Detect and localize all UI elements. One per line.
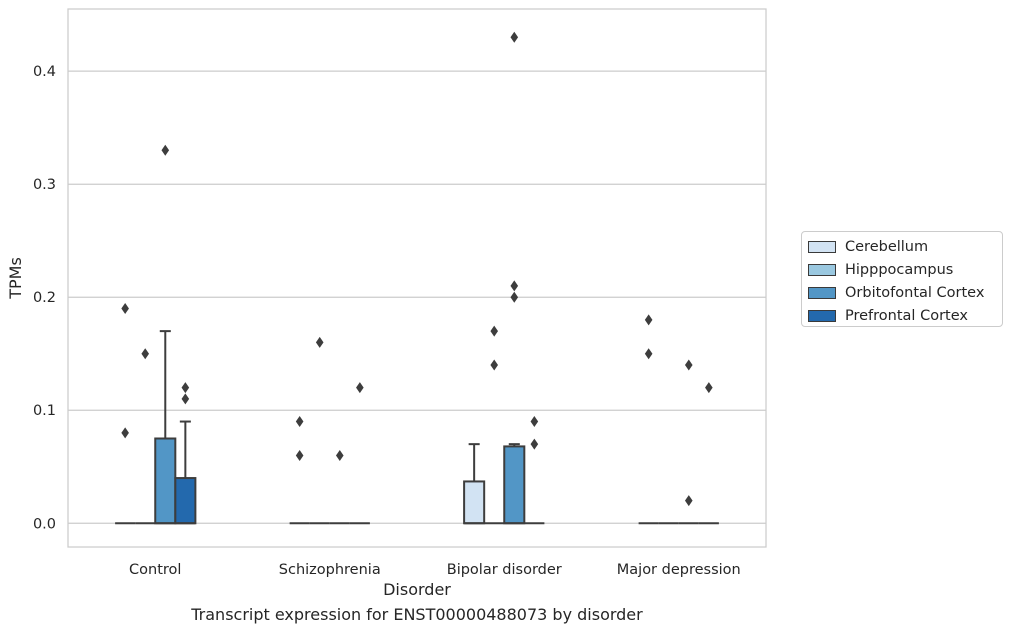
box-orbitofontal-cortex <box>503 31 526 525</box>
box-orbitofontal-cortex <box>329 449 350 525</box>
plot-frame <box>67 8 767 548</box>
y-axis-ticks: 0.0 0.1 0.2 0.3 0.4 <box>33 64 56 532</box>
box-prefrontal-cortex <box>698 382 719 525</box>
legend-item: Prefrontal Cortex <box>808 304 1002 327</box>
outlier-point <box>705 382 713 394</box>
box-plot-series <box>115 31 719 525</box>
y-tick-label: 0.0 <box>33 516 56 532</box>
outlier-point <box>121 303 129 315</box>
box-cerebellum <box>115 303 136 525</box>
box-hipppocampus <box>484 325 505 525</box>
legend-swatch <box>808 309 836 322</box>
legend-swatch <box>808 263 836 276</box>
outlier-point <box>684 359 693 371</box>
legend-label: Orbitofontal Cortex <box>845 284 985 301</box>
outlier-point <box>161 144 170 156</box>
legend: Cerebellum Hipppocampus Orbitofontal Corte… <box>801 231 1003 327</box>
outlier-point <box>295 416 304 428</box>
outlier-point <box>510 280 519 292</box>
box-prefrontal-cortex <box>524 416 545 525</box>
outlier-point <box>335 449 344 461</box>
box-cerebellum <box>289 416 310 525</box>
box <box>154 437 177 525</box>
box-cerebellum <box>463 443 486 525</box>
box <box>174 477 197 525</box>
y-tick-label: 0.3 <box>33 177 56 193</box>
box <box>503 445 526 525</box>
box-prefrontal-cortex <box>174 382 197 525</box>
outlier-point <box>181 393 190 405</box>
x-axis-label: Disorder <box>383 580 451 599</box>
x-tick-label: Major depression <box>617 562 741 578</box>
x-tick-label: Schizophrenia <box>279 562 381 578</box>
outlier-point <box>684 495 693 507</box>
outlier-point <box>490 359 499 371</box>
box-prefrontal-cortex <box>349 382 370 525</box>
outlier-point <box>644 314 653 326</box>
legend-label: Prefrontal Cortex <box>845 307 968 324</box>
outlier-point <box>356 382 364 394</box>
box-hipppocampus <box>135 348 156 525</box>
legend-swatch <box>808 286 836 299</box>
box-orbitofontal-cortex <box>154 144 177 525</box>
box-orbitofontal-cortex <box>678 359 699 525</box>
legend-item: Orbitofontal Cortex <box>808 281 1002 304</box>
legend-label: Hipppocampus <box>845 261 954 278</box>
outlier-point <box>644 348 653 360</box>
y-tick-label: 0.1 <box>33 403 56 419</box>
outlier-point <box>530 438 539 450</box>
outlier-point <box>181 382 190 394</box>
outlier-point <box>121 427 129 439</box>
y-axis-label: TPMs <box>6 257 25 300</box>
chart-caption: Transcript expression for ENST0000048807… <box>191 605 643 624</box>
y-tick-label: 0.2 <box>33 290 56 306</box>
x-tick-label: Control <box>129 562 181 578</box>
x-axis-ticks: Control Schizophrenia Bipolar disorder Majo… <box>129 562 741 578</box>
box <box>463 480 486 525</box>
y-tick-label: 0.4 <box>33 64 56 80</box>
legend-label: Cerebellum <box>845 238 929 255</box>
box-cerebellum <box>638 314 659 525</box>
outlier-point <box>141 348 150 360</box>
legend-item: Hipppocampus <box>808 258 1002 281</box>
legend-swatch <box>808 240 836 253</box>
outlier-point <box>295 449 304 461</box>
outlier-point <box>490 325 499 337</box>
outlier-point <box>530 416 539 428</box>
legend-item: Cerebellum <box>808 235 1002 258</box>
outlier-point <box>510 31 519 43</box>
outlier-point <box>315 336 324 348</box>
outlier-point <box>510 291 519 303</box>
x-tick-label: Bipolar disorder <box>447 562 562 578</box>
box-hipppocampus <box>309 336 330 525</box>
